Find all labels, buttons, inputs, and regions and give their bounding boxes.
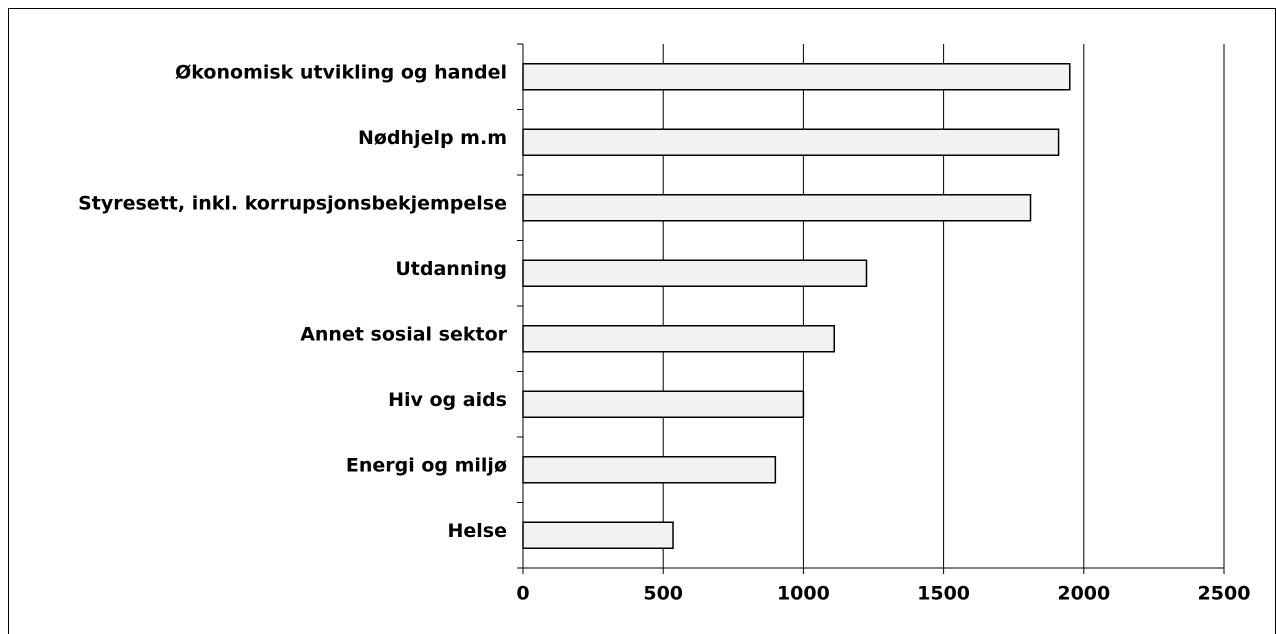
- x-tick-label: 1000: [777, 583, 830, 605]
- bar: [522, 325, 835, 353]
- y-tick-label: Nødhjelp m.m: [358, 127, 507, 149]
- x-tick-label: 500: [643, 583, 683, 605]
- x-tick-label: 2000: [1057, 583, 1110, 605]
- x-tick-label: 2500: [1198, 583, 1251, 605]
- y-tick-label: Utdanning: [395, 258, 507, 280]
- bar: [522, 259, 868, 287]
- y-tick-label: Økonomisk utvikling og handel: [175, 61, 507, 83]
- bar: [522, 63, 1071, 91]
- y-tick-label: Energi og miljø: [346, 454, 507, 476]
- bar: [522, 128, 1060, 156]
- bar: [522, 194, 1032, 222]
- y-tick-label: Helse: [448, 520, 508, 542]
- x-tick-label: 1500: [917, 583, 970, 605]
- x-tick-label: 0: [516, 583, 529, 605]
- y-tick-label: Hiv og aids: [388, 389, 507, 411]
- bar: [522, 456, 777, 484]
- bar: [522, 521, 674, 549]
- bar: [522, 390, 805, 418]
- y-tick-label: Annet sosial sektor: [300, 323, 507, 345]
- y-tick-label: Styresett, inkl. korrupsjonsbekjempelse: [78, 192, 507, 214]
